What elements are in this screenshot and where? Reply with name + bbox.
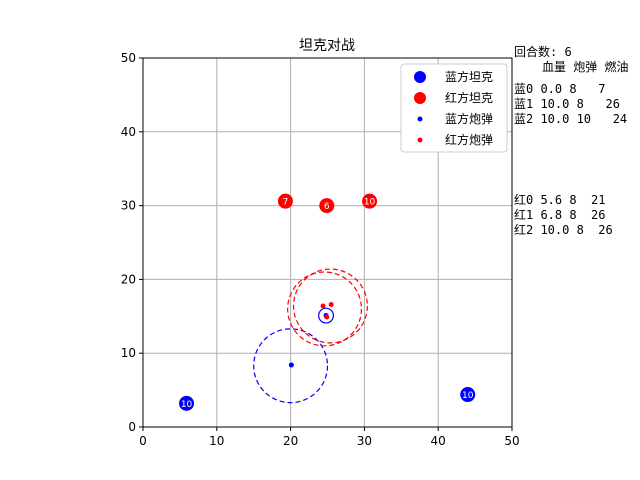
legend-red-tank-label: 红方坦克	[445, 90, 493, 105]
red-tank-health-label: 7	[283, 198, 289, 208]
blue-tank-marker	[179, 395, 195, 411]
legend-red-tank-marker	[414, 92, 426, 104]
blue-tank-marker	[460, 387, 476, 403]
y-tick-label: 30	[121, 199, 136, 213]
y-tick-label: 10	[121, 346, 136, 360]
legend-blue-tank-marker	[414, 71, 426, 83]
red-tank-health-label: 6	[324, 202, 330, 212]
legend-red-shell-label: 红方炮弹	[445, 132, 493, 147]
legend-box	[400, 63, 508, 153]
y-tick-label: 50	[121, 51, 136, 65]
legend-blue-shell-marker	[417, 116, 423, 122]
red-stats-row-0: 红0 5.6 8 21	[514, 193, 606, 207]
red-shell-marker	[324, 314, 330, 320]
red-stats-row-1: 红1 6.8 8 26	[514, 208, 606, 222]
blue-stats-row-0: 蓝0 0.0 8 7	[514, 82, 606, 96]
blue-stats-row-2: 蓝2 10.0 10 24	[514, 112, 628, 126]
y-tick-label: 0	[128, 420, 136, 434]
turn-counter: 回合数: 6	[514, 45, 572, 59]
chart-title: 坦克对战	[299, 38, 355, 54]
range-circles	[253, 268, 368, 404]
red-tank-health-label: 10	[364, 198, 376, 208]
blue-stats-row-1: 蓝1 10.0 8 26	[514, 97, 620, 111]
red-shell-marker	[320, 303, 326, 309]
blue-tank-health-label: 10	[462, 391, 474, 401]
legend-red-shell-marker	[417, 137, 423, 143]
blue-range-circle	[253, 328, 329, 404]
x-tick-label: 50	[504, 434, 519, 448]
y-tick-label: 40	[121, 125, 136, 139]
stats-header: 血量 炮弹 燃油	[542, 60, 629, 74]
blue-tank-health-label: 10	[181, 400, 193, 410]
red-tank-marker	[362, 193, 378, 209]
plot-frame	[142, 57, 513, 428]
x-tick-label: 30	[357, 434, 372, 448]
red-range-circle	[292, 268, 368, 344]
x-tick-label: 40	[431, 434, 446, 448]
blue-tank-ring	[318, 307, 335, 324]
battle-marks: 10 10 7 6 10	[179, 193, 476, 411]
blue-shell-marker	[288, 362, 294, 368]
y-tick-label: 20	[121, 272, 136, 286]
x-tick-label: 10	[209, 434, 224, 448]
legend: 蓝方坦克 红方坦克 蓝方炮弹 红方炮弹	[400, 63, 508, 153]
red-tank-marker	[277, 193, 293, 209]
red-stats-row-2: 红2 10.0 8 26	[514, 223, 613, 237]
legend-blue-shell-label: 蓝方炮弹	[445, 111, 493, 126]
x-tick-label: 20	[283, 434, 298, 448]
axis-ticks: 0 10 20 30 40 50 0 10 20 30 40 50	[121, 51, 520, 448]
red-tank-marker	[319, 198, 335, 214]
red-shell-marker	[328, 301, 334, 307]
red-range-circle	[287, 271, 363, 347]
legend-blue-tank-label: 蓝方坦克	[445, 69, 493, 84]
x-tick-label: 0	[139, 434, 147, 448]
